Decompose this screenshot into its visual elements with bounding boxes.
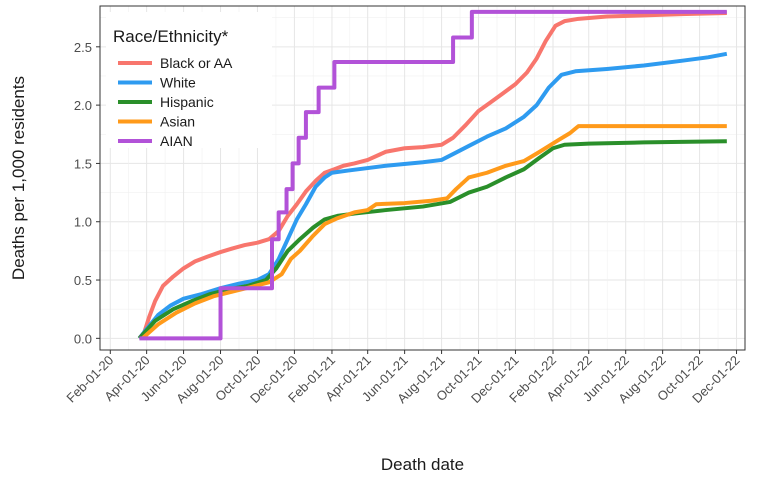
series-line-aian [139,9,727,341]
legend-label: White [160,75,196,91]
y-tick-label: 2.0 [74,98,92,113]
y-tick-label: 1.5 [74,156,92,171]
legend-label: Black or AA [160,55,233,71]
y-tick-label: 2.5 [74,40,92,55]
legend-label: AIAN [160,133,193,149]
legend-title: Race/Ethnicity* [113,27,229,46]
series-line-black-or-aa [137,11,727,340]
legend-label: Hispanic [160,94,214,110]
legend-label: Asian [160,114,195,130]
y-tick-label: 0.5 [74,273,92,288]
series-line-asian [141,124,727,340]
y-tick-label: 0.0 [74,331,92,346]
legend-background [106,12,272,148]
plot-frame [99,5,746,351]
series-line-hispanic [137,139,727,340]
legend: Race/Ethnicity* Black or AA White Hispanic A… [106,12,272,149]
x-axis-title: Death date [381,455,464,474]
series-layer [137,9,728,341]
y-tick-label: 1.0 [74,215,92,230]
series-line-white [137,51,728,340]
y-axis-title: Deaths per 1,000 residents [9,76,28,280]
